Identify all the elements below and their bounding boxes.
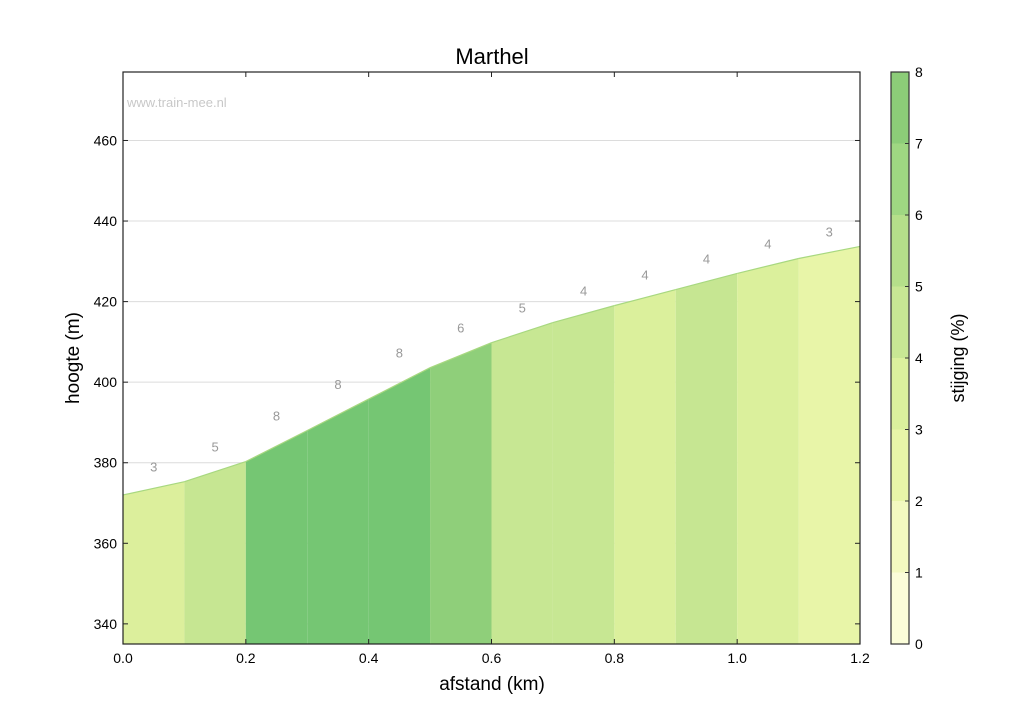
profile-line [429,342,492,369]
elevation-segment [675,273,738,644]
colorbar: 0 1 2 3 4 5 6 7 8 [890,64,923,652]
profile-line [306,398,369,432]
elevation-segment [307,399,369,644]
profile-line [491,321,554,344]
x-tick-label: 0.6 [482,650,502,666]
gradient-label: 4 [641,268,648,283]
x-tick-label: 0.8 [605,650,625,666]
gradient-label: 4 [703,251,710,266]
colorbar-label: stijging (%) [948,313,968,402]
x-tick-label: 1.0 [727,650,747,666]
elevation-segments [122,245,861,644]
gradient-label: 8 [273,409,280,424]
elevation-segment [614,289,676,644]
x-tick-label: 1.2 [850,650,870,666]
profile-line [552,305,615,324]
elevation-segment [245,430,308,644]
x-axis-ticks: 0.0 0.2 0.4 0.6 0.8 1.0 1.2 [113,72,870,666]
colorbar-tick-label: 3 [915,422,923,438]
y-tick-label: 460 [94,132,118,148]
elevation-segment [368,367,431,644]
y-tick-label: 360 [94,535,118,551]
elevation-segment [123,481,185,644]
gradient-label: 6 [457,321,464,336]
gradient-label: 4 [580,284,587,299]
chart-title: Marthel [455,44,528,69]
x-axis-label: afstand (km) [439,674,545,695]
gradient-label: 3 [150,460,157,475]
gradient-label: 4 [764,237,771,252]
y-axis-label: hoogte (m) [63,312,84,404]
colorbar-tick-label: 5 [915,279,923,295]
elevation-segment [798,246,860,644]
profile-line [184,460,247,483]
colorbar-band [891,429,909,501]
gradient-label: 3 [826,224,833,239]
profile-line [368,367,431,400]
x-tick-label: 0.4 [359,650,379,666]
colorbar-band [891,358,909,430]
colorbar-band [891,72,909,144]
elevation-segment [552,305,615,644]
colorbar-tick-label: 4 [915,350,923,366]
colorbar-tick-label: 7 [915,136,923,152]
x-tick-label: 0.2 [236,650,256,666]
colorbar-band [891,143,909,215]
y-tick-label: 380 [94,455,118,471]
y-tick-label: 340 [94,616,118,632]
gradient-label: 8 [396,346,403,361]
gradient-label: 5 [212,440,219,455]
elevation-segment [737,258,799,644]
elevation-segment [430,342,492,644]
colorbar-band [891,286,909,358]
colorbar-band [891,501,909,573]
gradient-label: 8 [334,377,341,392]
gradient-labels: 3 5 8 8 8 6 5 4 4 4 4 3 [150,224,833,474]
colorbar-tick-label: 1 [915,565,923,581]
x-tick-label: 0.0 [113,650,133,666]
colorbar-tick-label: 8 [915,64,923,80]
colorbar-band [891,572,909,644]
y-axis-ticks: 340 360 380 400 420 440 460 [94,132,860,632]
y-tick-label: 400 [94,374,118,390]
elevation-segment [184,461,246,644]
profile-line [798,245,861,260]
colorbar-band [891,215,909,287]
colorbar-tick-label: 2 [915,493,923,509]
colorbar-tick-label: 6 [915,207,923,223]
watermark: www.train-mee.nl [126,95,227,110]
gradient-label: 5 [519,301,526,316]
profile-line [675,272,738,291]
y-tick-label: 420 [94,294,118,310]
profile-line [737,257,799,274]
colorbar-tick-label: 0 [915,636,923,652]
profile-line [245,429,308,463]
profile-line [614,288,676,307]
profile-line [122,481,185,496]
elevation-segment [491,322,553,644]
y-tick-label: 440 [94,213,118,229]
